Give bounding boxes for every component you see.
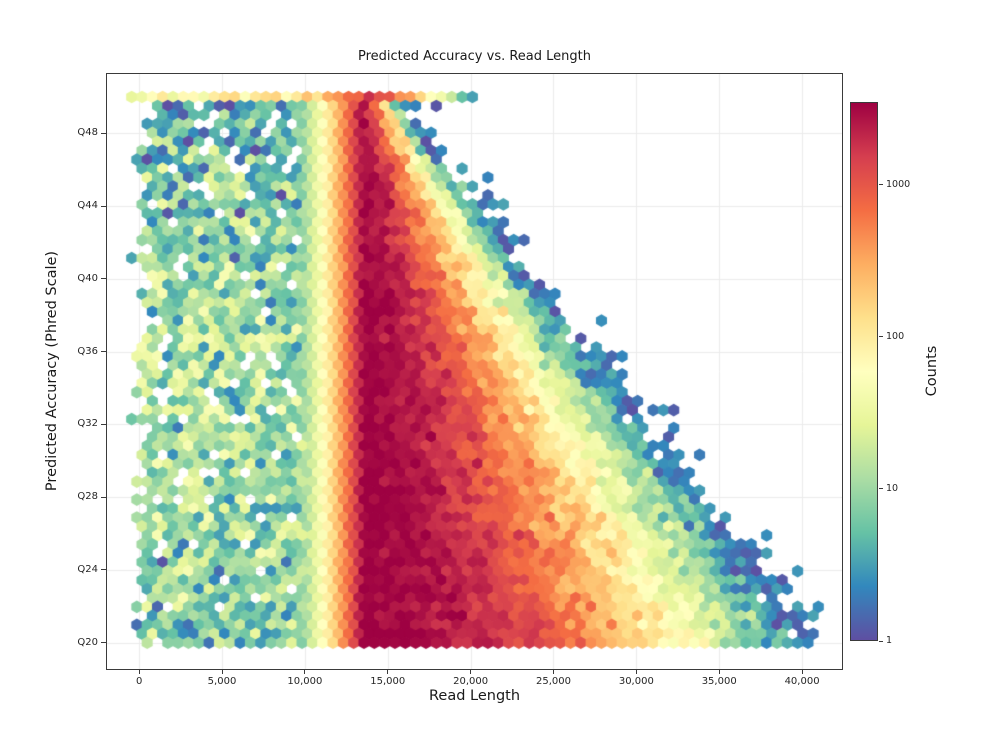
x-tick-mark <box>304 670 306 674</box>
x-tick-label: 5,000 <box>207 676 237 687</box>
x-tick-label: 40,000 <box>784 676 820 687</box>
y-tick-mark <box>101 205 106 207</box>
y-tick-mark <box>101 569 106 571</box>
y-tick-mark <box>101 496 106 498</box>
x-tick-label: 20,000 <box>453 676 489 687</box>
colorbar-tick-mark <box>879 640 883 642</box>
y-tick-mark <box>101 278 106 280</box>
colorbar-label: Counts <box>924 345 940 397</box>
x-tick-label: 0 <box>135 676 143 687</box>
y-tick-mark <box>101 351 106 353</box>
colorbar-tick-label: 100 <box>886 330 905 342</box>
y-tick-label: Q32 <box>77 418 98 430</box>
x-tick-mark <box>221 670 223 674</box>
x-tick-label: 15,000 <box>370 676 406 687</box>
y-tick-mark <box>101 132 106 134</box>
y-tick-mark <box>101 642 106 644</box>
x-tick-mark <box>387 670 389 674</box>
x-axis-label: Read Length <box>428 688 521 704</box>
colorbar-tick-label: 1 <box>886 635 893 646</box>
y-tick-label: Q36 <box>77 345 98 357</box>
chart-title: Predicted Accuracy vs. Read Length <box>357 49 591 64</box>
x-tick-mark <box>470 670 472 674</box>
x-tick-mark <box>635 670 637 674</box>
colorbar-tick-mark <box>879 336 883 338</box>
y-tick-label: Q48 <box>77 127 98 139</box>
colorbar-gradient <box>850 102 878 641</box>
x-tick-label: 25,000 <box>535 676 571 687</box>
y-axis-label: Predicted Accuracy (Phred Scale) <box>44 250 60 492</box>
y-tick-label: Q40 <box>77 272 98 284</box>
colorbar-tick-mark <box>879 488 883 490</box>
x-tick-label: 35,000 <box>701 676 737 687</box>
y-tick-label: Q24 <box>77 563 98 575</box>
colorbar-tick-mark <box>879 184 883 186</box>
x-tick-label: 10,000 <box>287 676 323 687</box>
x-tick-mark <box>552 670 554 674</box>
y-tick-label: Q20 <box>77 636 98 648</box>
y-tick-mark <box>101 423 106 425</box>
x-tick-mark <box>138 670 140 674</box>
x-tick-mark <box>801 670 803 674</box>
y-tick-label: Q28 <box>77 491 98 503</box>
y-tick-label: Q44 <box>77 200 98 212</box>
x-tick-label: 30,000 <box>618 676 654 687</box>
colorbar-tick-label: 10 <box>886 482 899 494</box>
x-tick-mark <box>718 670 720 674</box>
colorbar-tick-label: 1000 <box>886 178 911 190</box>
hexbin-plot-area <box>106 73 843 670</box>
